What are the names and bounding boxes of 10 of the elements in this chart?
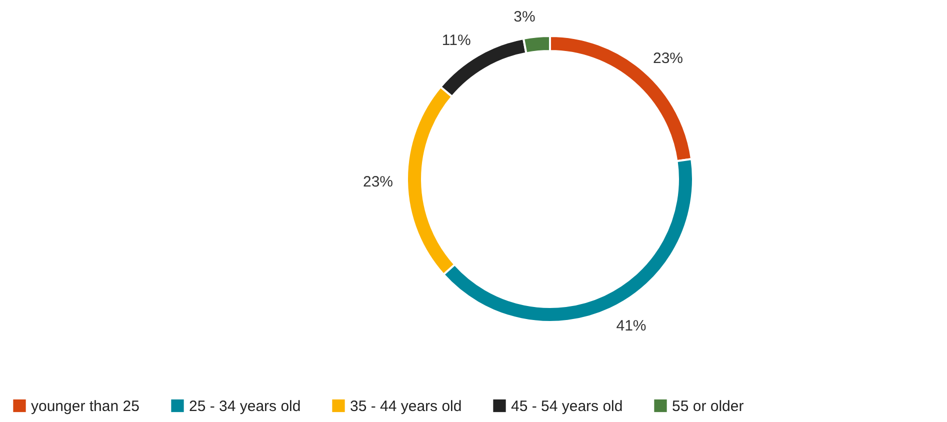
data-label: 41% xyxy=(616,317,646,334)
legend-label: 45 - 54 years old xyxy=(511,398,623,415)
legend-label: 55 or older xyxy=(672,398,744,415)
legend-label: younger than 25 xyxy=(31,398,140,415)
data-label: 23% xyxy=(362,173,394,190)
legend-label: 35 - 44 years old xyxy=(350,398,462,415)
data-label: 11% xyxy=(442,32,471,49)
legend-label: 25 - 34 years old xyxy=(189,398,301,415)
data-label: 3% xyxy=(514,8,536,26)
data-label: 23% xyxy=(652,50,684,68)
